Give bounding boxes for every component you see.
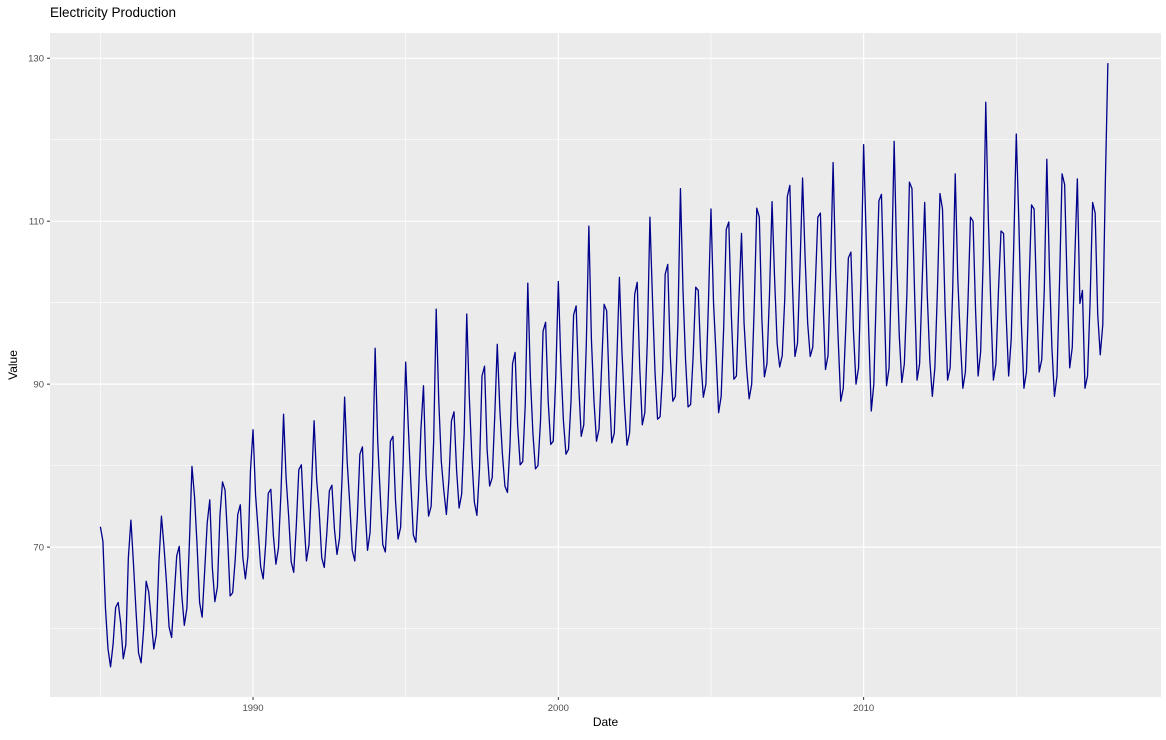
x-tick-label: 2010: [853, 703, 874, 714]
x-axis-title: Date: [592, 715, 619, 729]
y-tick-label: 70: [33, 542, 44, 553]
y-tick-label: 90: [33, 379, 44, 390]
y-axis-title: Value: [6, 350, 20, 380]
x-tick-label: 1990: [242, 703, 263, 714]
y-tick-label: 130: [28, 54, 44, 65]
x-tick-label: 2000: [548, 703, 569, 714]
y-tick-label: 110: [29, 217, 44, 228]
series-line: [99, 63, 1109, 668]
plot-panel: [50, 33, 1161, 697]
plot-title: Electricity Production: [50, 5, 177, 20]
